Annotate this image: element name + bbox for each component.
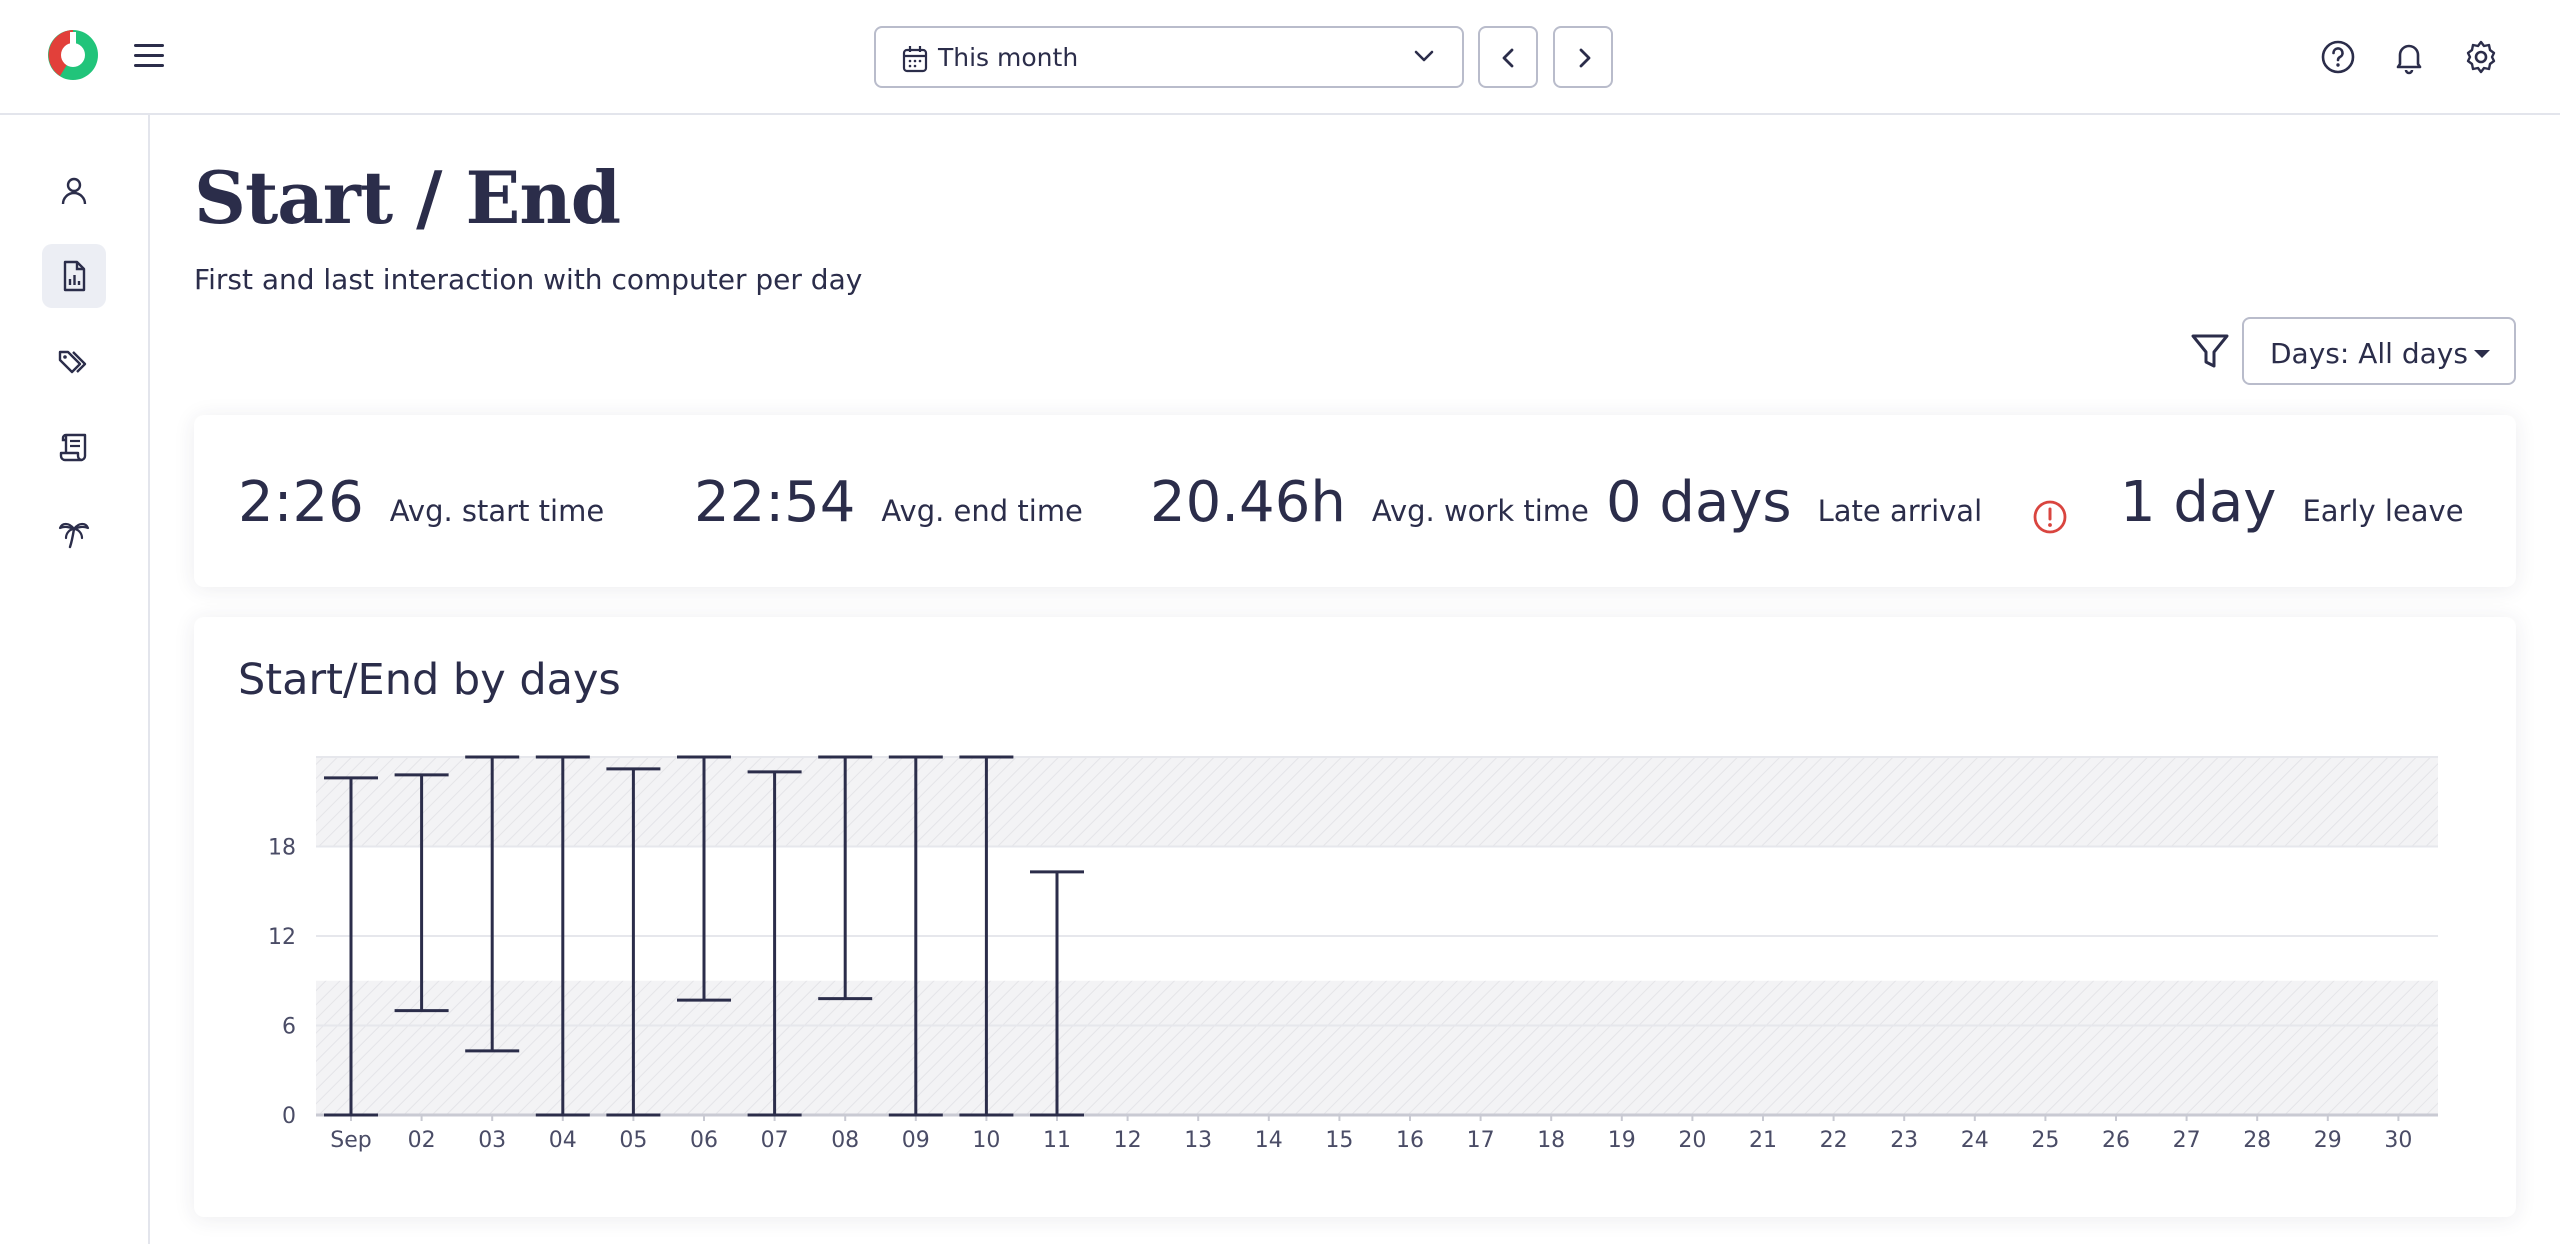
period-select[interactable]: This month bbox=[874, 26, 1464, 88]
stat-label: Avg. start time bbox=[389, 493, 605, 528]
days-filter-select[interactable]: Days: All days bbox=[2242, 317, 2516, 385]
stat-value: 20.46h bbox=[1150, 470, 1346, 535]
chart-x-tick-label: 23 bbox=[1890, 1128, 1918, 1153]
sidebar-item-holidays[interactable] bbox=[42, 501, 106, 565]
stats-summary-card: 2:26 Avg. start time 22:54 Avg. end time 2… bbox=[194, 415, 2516, 587]
main-content: Start / End First and last interaction w… bbox=[150, 115, 2560, 1244]
chart-x-tick-label: 22 bbox=[1820, 1128, 1848, 1153]
stat-label: Avg. work time bbox=[1371, 493, 1589, 528]
chart-y-tick-label: 0 bbox=[282, 1104, 296, 1129]
chart-x-tick-label: 14 bbox=[1255, 1128, 1283, 1153]
sidebar-item-users[interactable] bbox=[42, 159, 106, 223]
chart-y-tick-label: 12 bbox=[268, 925, 296, 950]
chart-shaded-band bbox=[316, 980, 2438, 1115]
chart-x-tick-label: 15 bbox=[1325, 1128, 1353, 1153]
chevron-right-icon bbox=[1579, 48, 1591, 68]
chart-x-tick-label: 27 bbox=[2173, 1128, 2201, 1153]
chart-x-tick-label: 30 bbox=[2384, 1128, 2412, 1153]
menu-icon[interactable] bbox=[134, 44, 164, 70]
chart-x-tick-label: 19 bbox=[1608, 1128, 1636, 1153]
sidebar-item-logs[interactable] bbox=[42, 415, 106, 479]
sidebar-item-tags[interactable] bbox=[42, 330, 106, 394]
stat-value: 2:26 bbox=[238, 470, 364, 535]
chart-y-tick-label: 18 bbox=[268, 836, 296, 861]
sidebar-item-reports[interactable] bbox=[42, 244, 106, 308]
report-icon bbox=[63, 260, 86, 292]
chart-x-tick-label: 12 bbox=[1114, 1128, 1142, 1153]
stat-label: Early leave bbox=[2302, 493, 2464, 528]
chart-title: Start/End by days bbox=[238, 655, 621, 705]
stat-value: 0 days bbox=[1606, 470, 1792, 535]
chart-x-tick-label: 18 bbox=[1537, 1128, 1565, 1153]
chart-x-tick-label: 10 bbox=[972, 1128, 1000, 1153]
stat-label: Avg. end time bbox=[881, 493, 1083, 528]
chart-x-tick-label: Sep bbox=[330, 1128, 371, 1153]
chart-x-tick-label: 11 bbox=[1043, 1128, 1071, 1153]
user-icon bbox=[61, 177, 87, 205]
stat-label: Late arrival bbox=[1817, 493, 1983, 528]
page-subtitle: First and last interaction with computer… bbox=[194, 263, 863, 296]
top-bar: This month bbox=[0, 0, 2560, 115]
stat-value: 1 day bbox=[2120, 470, 2277, 535]
chart-x-tick-label: 08 bbox=[831, 1128, 859, 1153]
next-period-button[interactable] bbox=[1553, 26, 1613, 88]
chart-x-tick-label: 03 bbox=[478, 1128, 506, 1153]
stat-late-arrival: 0 days Late arrival bbox=[1606, 470, 1982, 535]
sidebar bbox=[0, 115, 150, 1244]
chart-x-tick-label: 13 bbox=[1184, 1128, 1212, 1153]
chart-x-tick-label: 25 bbox=[2031, 1128, 2059, 1153]
page-title: Start / End bbox=[194, 155, 621, 240]
chart-x-tick-label: 24 bbox=[1961, 1128, 1989, 1153]
help-icon[interactable] bbox=[2320, 39, 2356, 75]
period-select-label: This month bbox=[938, 43, 1079, 72]
chart-x-tick-label: 21 bbox=[1749, 1128, 1777, 1153]
chart-x-tick-label: 05 bbox=[619, 1128, 647, 1153]
chart-shaded-band bbox=[316, 757, 2438, 847]
chart-x-tick-label: 29 bbox=[2314, 1128, 2342, 1153]
chart-y-tick-label: 6 bbox=[282, 1015, 296, 1040]
chart-x-tick-label: 17 bbox=[1467, 1128, 1495, 1153]
scroll-icon bbox=[59, 433, 87, 462]
chart-x-tick-label: 28 bbox=[2243, 1128, 2271, 1153]
stat-avg-work-time: 20.46h Avg. work time bbox=[1150, 470, 1589, 535]
palm-tree-icon bbox=[58, 522, 90, 549]
bell-icon[interactable] bbox=[2391, 39, 2427, 75]
warning-icon bbox=[2033, 500, 2067, 534]
calendar-icon bbox=[902, 46, 928, 73]
chart-x-tick-label: 09 bbox=[902, 1128, 930, 1153]
chart-x-tick-label: 07 bbox=[761, 1128, 789, 1153]
tags-icon bbox=[58, 350, 87, 374]
gear-icon[interactable] bbox=[2463, 39, 2499, 75]
start-end-chart-card: Start/End by days 0 6 12 18 Sep 02 03 04 05 06 07 0… bbox=[194, 617, 2516, 1217]
chart-x-tick-label: 16 bbox=[1396, 1128, 1424, 1153]
filter-icon[interactable] bbox=[2190, 331, 2230, 371]
chevron-left-icon bbox=[1502, 48, 1514, 68]
days-filter-label: Days: All days bbox=[2270, 337, 2468, 370]
stat-early-leave: 1 day Early leave bbox=[2120, 470, 2464, 535]
chart-x-tick-label: 20 bbox=[1678, 1128, 1706, 1153]
stat-avg-start-time: 2:26 Avg. start time bbox=[238, 470, 604, 535]
chart-x-tick-label: 06 bbox=[690, 1128, 718, 1153]
stat-value: 22:54 bbox=[694, 470, 856, 535]
previous-period-button[interactable] bbox=[1478, 26, 1538, 88]
chart-x-tick-label: 26 bbox=[2102, 1128, 2130, 1153]
chart-x-tick-label: 04 bbox=[549, 1128, 577, 1153]
chevron-down-icon bbox=[1414, 50, 1434, 62]
caret-down-icon bbox=[2474, 350, 2490, 358]
app-logo[interactable] bbox=[46, 28, 100, 82]
stat-avg-end-time: 22:54 Avg. end time bbox=[694, 470, 1083, 535]
chart-x-tick-label: 02 bbox=[408, 1128, 436, 1153]
